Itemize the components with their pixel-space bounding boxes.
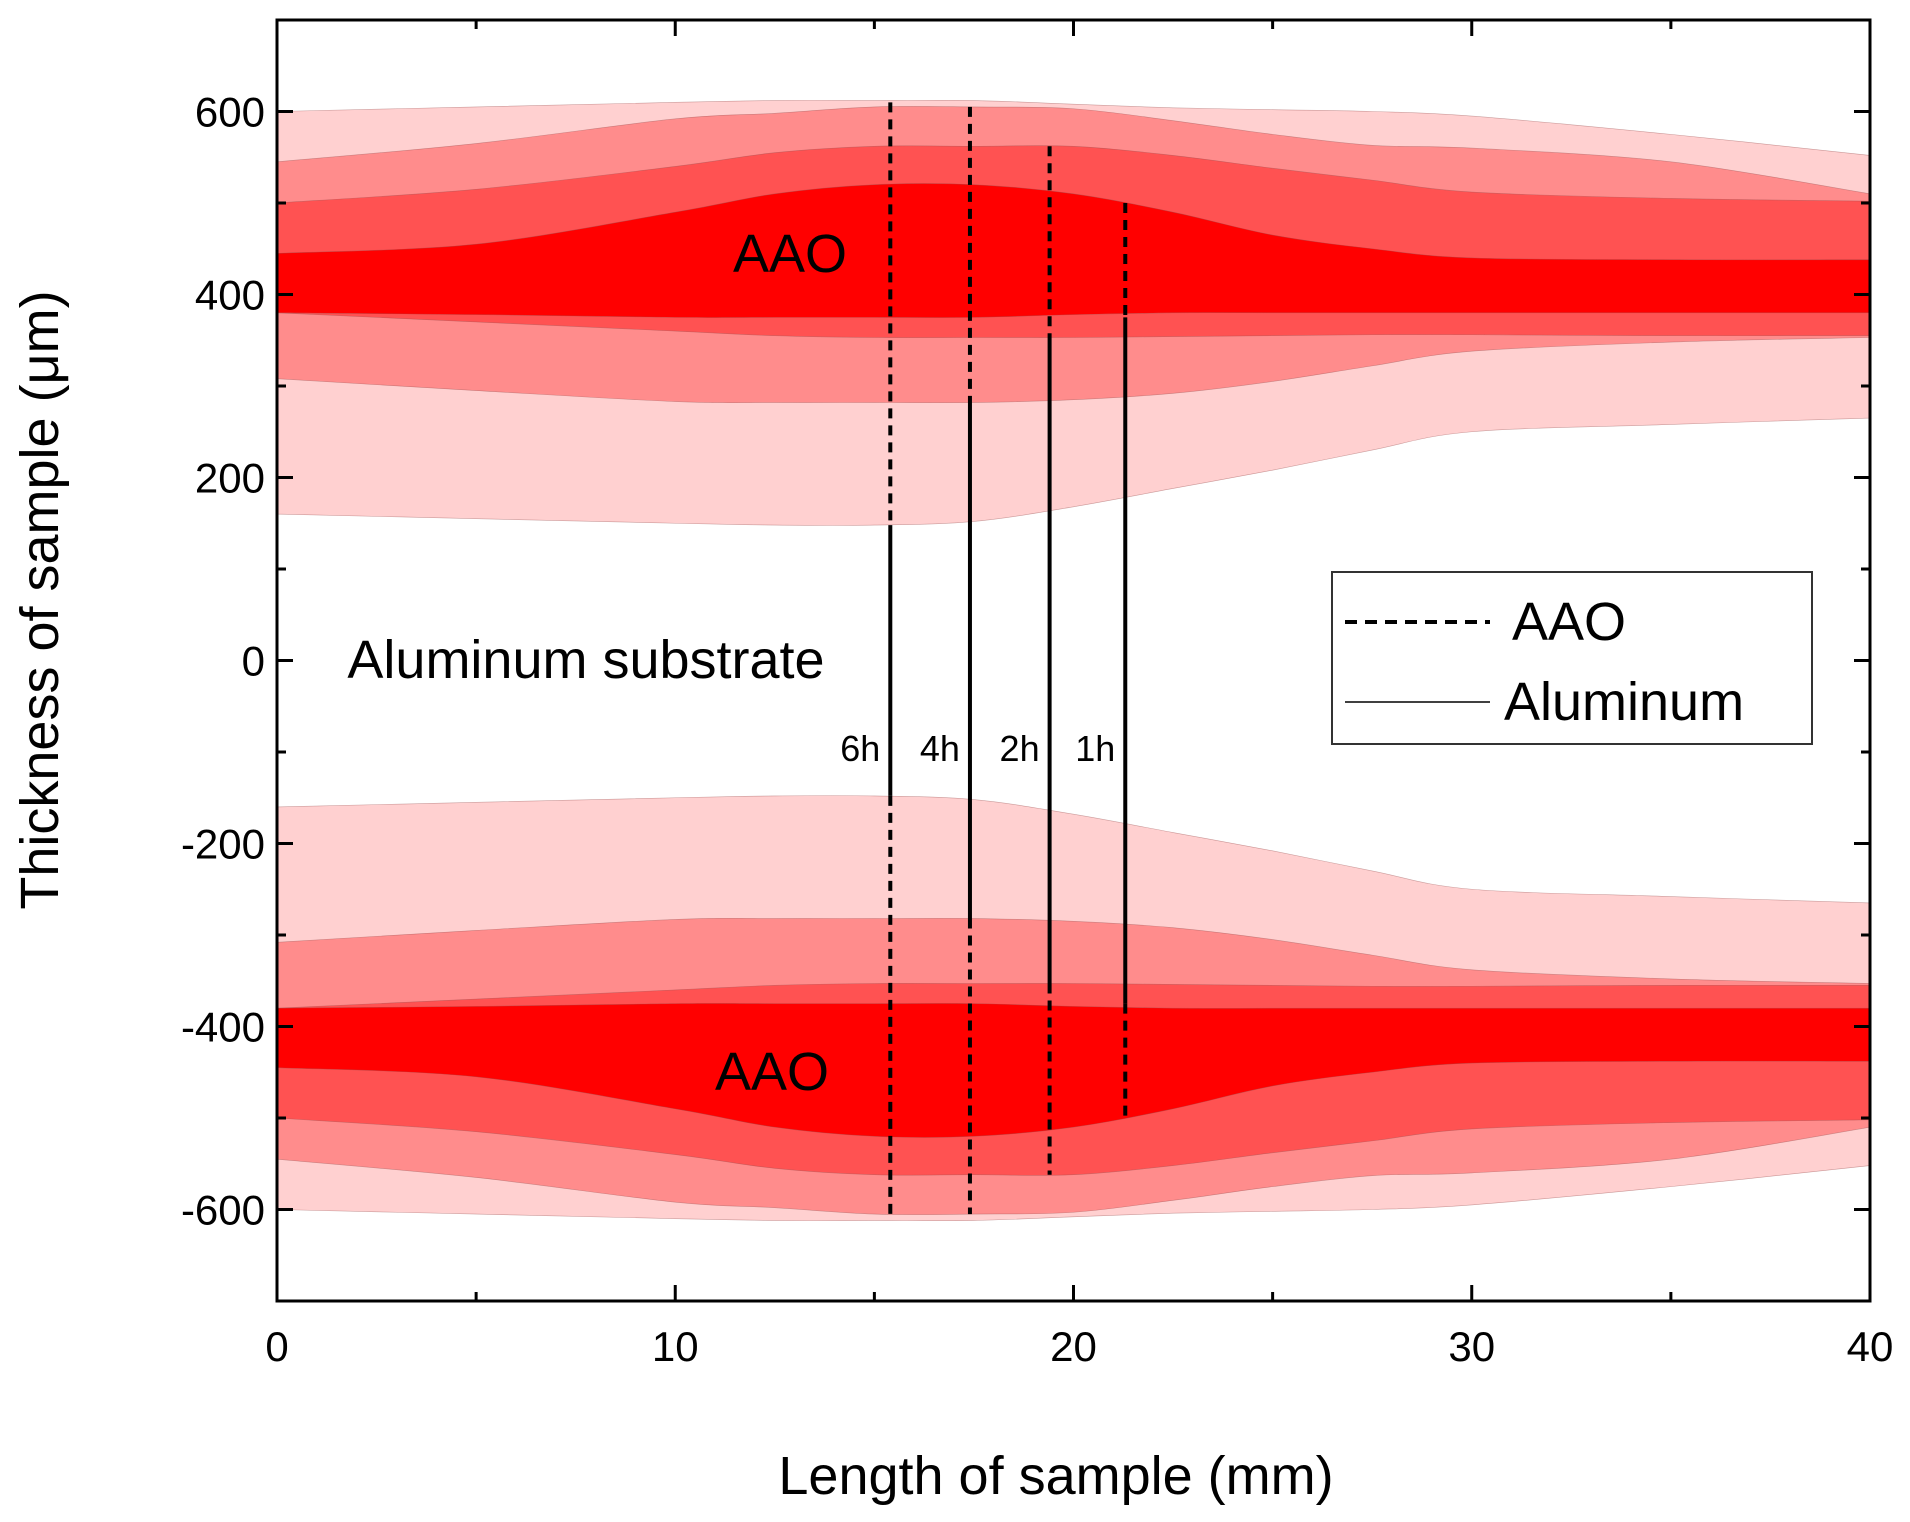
aao-upper-annotation: AAO xyxy=(733,224,847,284)
x-tick-label: 0 xyxy=(265,1323,288,1370)
layer-band-top-1h xyxy=(276,183,1871,318)
labels-group: Length of sample (mm) Thickness of sampl… xyxy=(10,224,1334,1506)
time-line-label-2h: 2h xyxy=(1000,728,1040,769)
x-tick-label: 40 xyxy=(1847,1323,1894,1370)
axes-group: 0 10 20 30 40 -600 -400 -200 0 200 400 600 xyxy=(181,18,1894,1370)
y-tick-label: 600 xyxy=(195,89,265,136)
aao-lower-annotation: AAO xyxy=(715,1042,829,1102)
y-tick-label: 400 xyxy=(195,272,265,319)
substrate-annotation: Aluminum substrate xyxy=(347,630,824,690)
x-tick-label: 30 xyxy=(1448,1323,1495,1370)
time-line-label-4h: 4h xyxy=(920,728,960,769)
layers-group xyxy=(276,99,1871,1222)
y-tick-label: 0 xyxy=(242,638,265,685)
y-tick-label: -200 xyxy=(181,821,265,868)
x-axis-label: Length of sample (mm) xyxy=(778,1446,1333,1506)
y-axis-label: Thickness of sample (μm) xyxy=(10,290,70,909)
y-tick-label: 200 xyxy=(195,455,265,502)
y-tick-label: -400 xyxy=(181,1004,265,1051)
layer-band-bottom-1h xyxy=(276,1003,1871,1138)
legend-label-aluminum: Aluminum xyxy=(1504,672,1744,732)
legend-label-aao: AAO xyxy=(1512,592,1626,652)
y-tick-label: -600 xyxy=(181,1187,265,1234)
x-tick-label: 10 xyxy=(652,1323,699,1370)
legend-box xyxy=(1331,571,1813,745)
x-tick-label: 20 xyxy=(1050,1323,1097,1370)
time-line-label-1h: 1h xyxy=(1075,728,1115,769)
time-line-label-6h: 6h xyxy=(840,728,880,769)
time-lines-group: 6h 4h 2h 1h xyxy=(840,102,1128,1219)
legend: AAO Aluminum xyxy=(1331,571,1813,745)
